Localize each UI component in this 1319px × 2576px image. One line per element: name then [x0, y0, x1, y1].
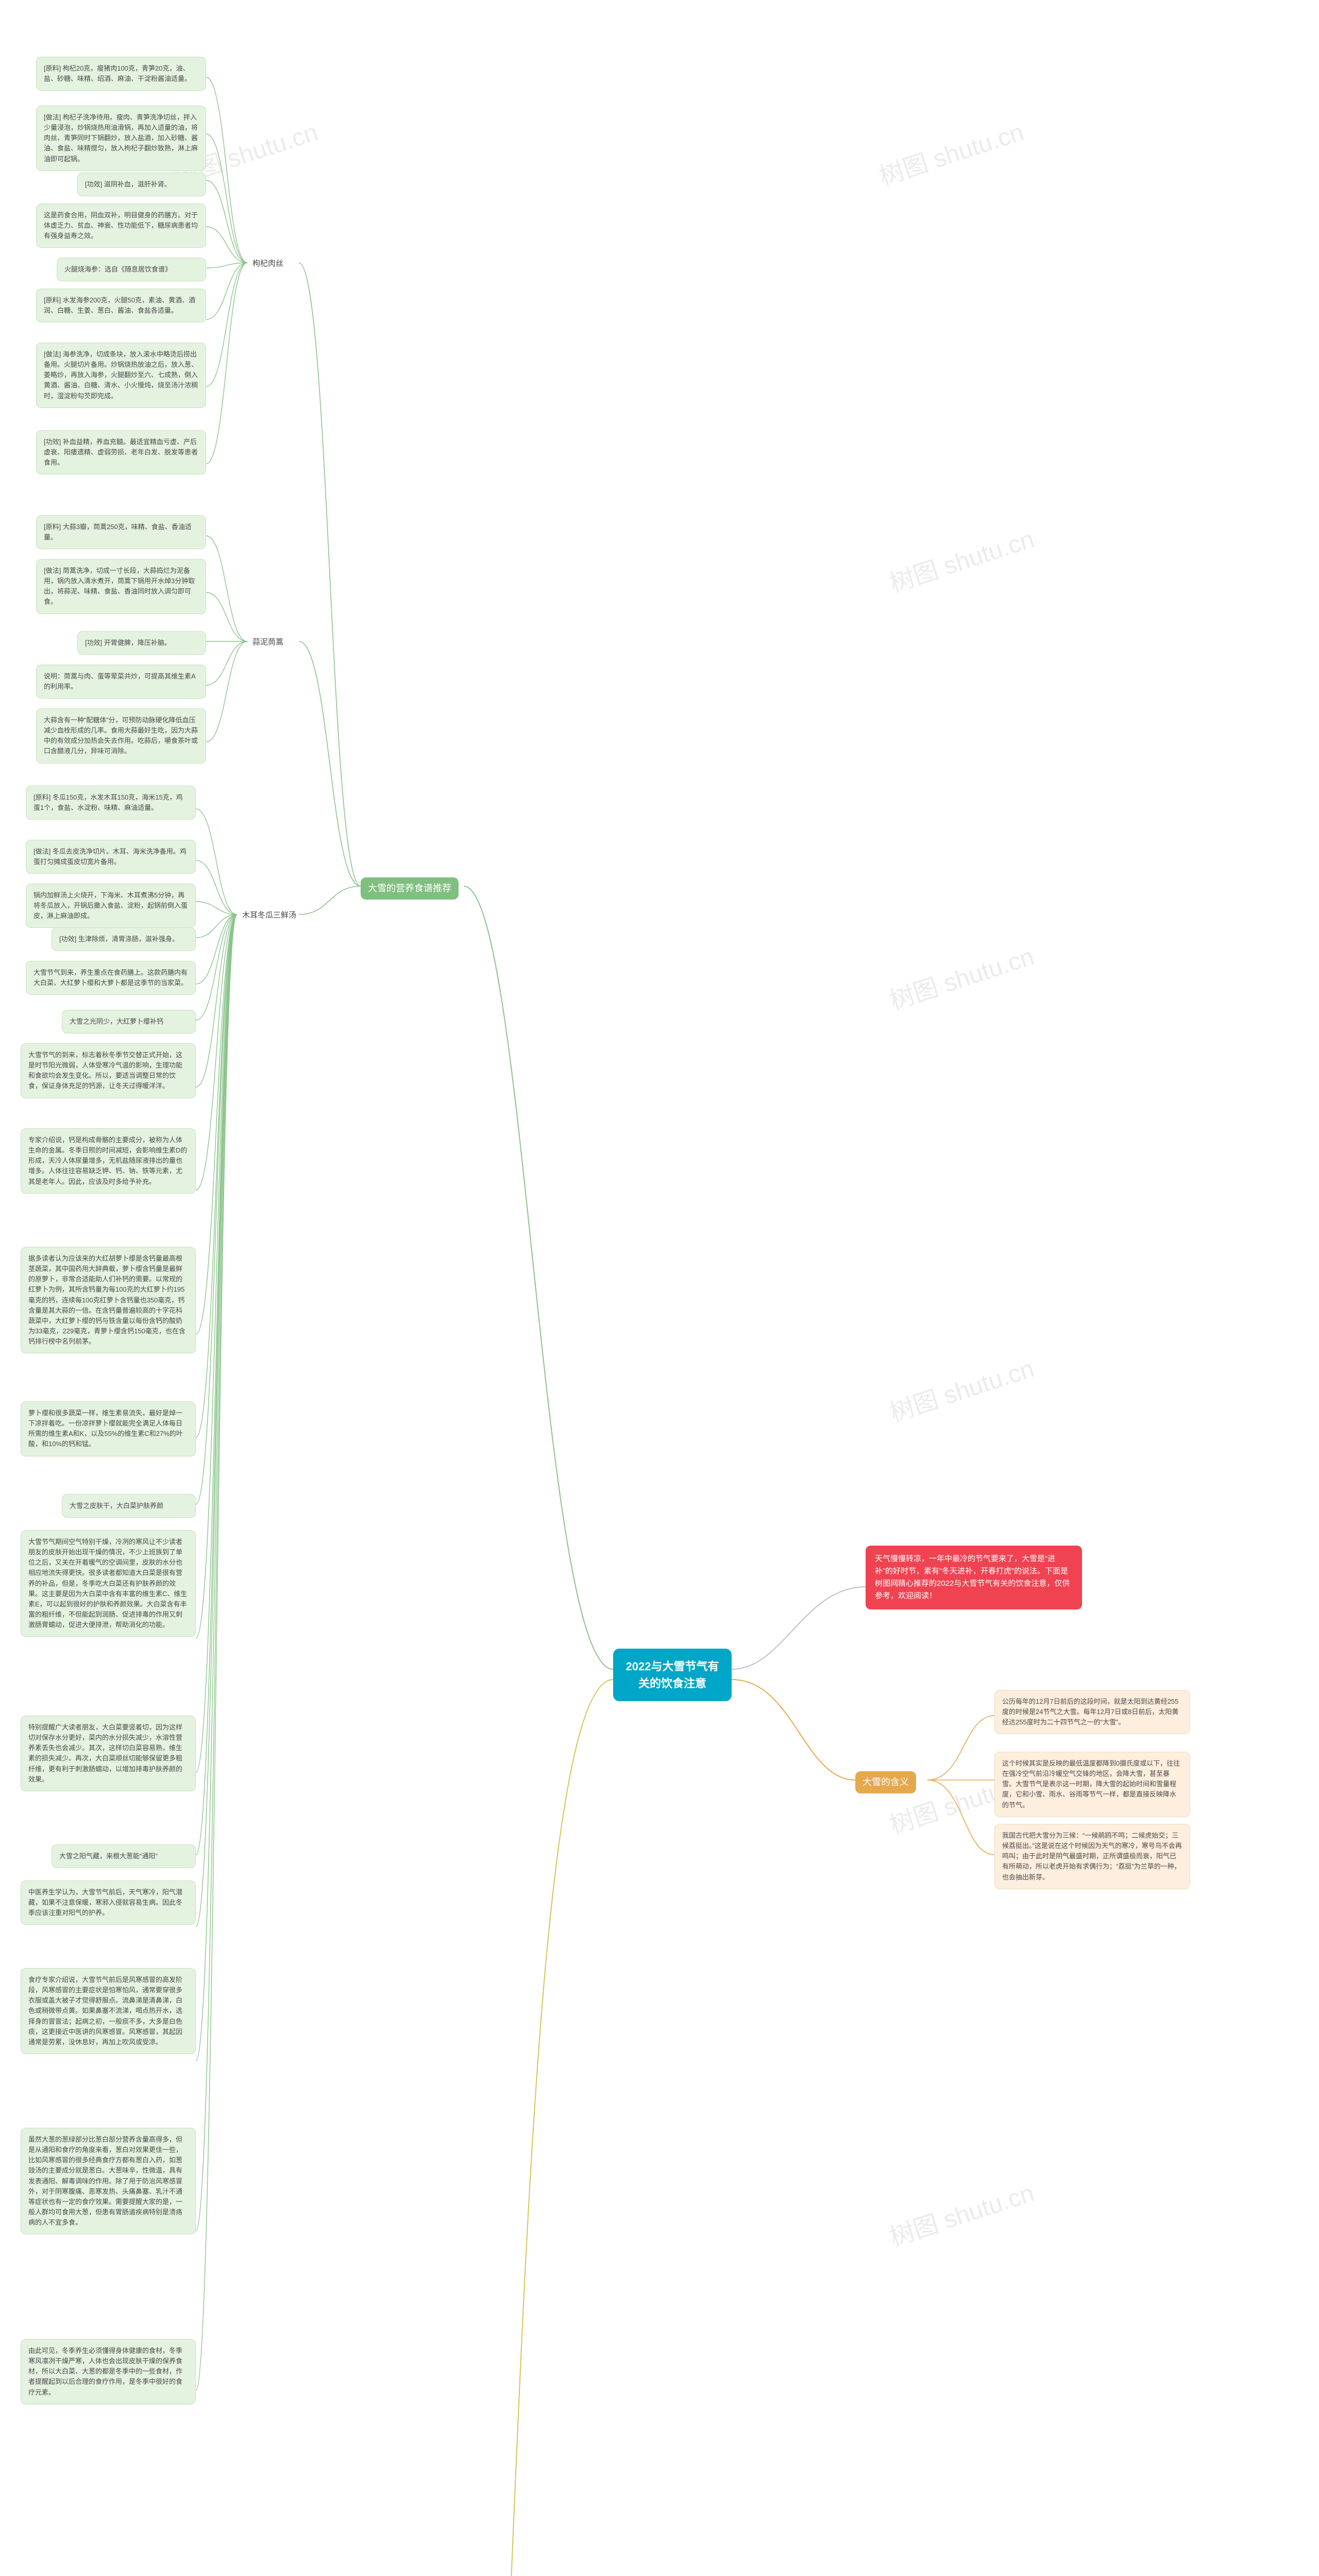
- branch-meaning: 大雪的含义: [855, 1771, 916, 1793]
- food-0-leaf-2: [功效] 滋阴补血，滋肝补肾。: [77, 173, 206, 196]
- food-2-leaf-16: 虽然大葱的葱绿部分比葱白部分营养含量高得多，但是从通阳和食疗的角度来看，葱白对效…: [21, 2128, 196, 2234]
- food-2-leaf-12: 特别提醒广大读者朋友，大白菜要竖着切，因为这样切对保存水分更好，菜内的水分损失减…: [21, 1716, 196, 1791]
- food-0-leaf-5: [原料] 水发海参200克，火腿50克，素油、黄酒、酒润、白糖、生姜、葱白、酱油…: [36, 289, 206, 323]
- food-sub-2: 木耳冬瓜三鲜汤: [237, 908, 301, 924]
- food-2-leaf-0: [原料] 冬瓜150克，水发木耳150克，海米15克，鸡蛋1个，食盐、水淀粉、味…: [26, 786, 196, 820]
- watermark: 树图 shutu.cn: [874, 112, 1027, 192]
- description-node: 天气慢慢转凉，一年中最冷的节气要来了，大雪是“进补”的好时节，素有“冬天进补，开…: [866, 1546, 1082, 1609]
- food-0-leaf-3: 这是药食合用，阴血双补，明目健身的药膳方。对于体虚乏力、贫血、神衰、性功能低下，…: [36, 204, 206, 248]
- food-2-leaf-17: 由此可见，冬季养生必须懂得身体健康的食材，冬季寒风凛冽干燥严寒，人体也会出现皮肤…: [21, 2339, 196, 2404]
- food-2-leaf-5: 大雪之光阴少，大红萝卜缨补钙: [62, 1010, 196, 1033]
- food-2-leaf-15: 食疗专家介绍说，大雪节气前后是风寒感冒的高发阶段，风寒感冒的主要症状是怕寒怕风，…: [21, 1968, 196, 2054]
- meaning-leaf-1: 这个时候其实是反映的最低温度都降到0摄氏度或以下，往往在强冷空气前沿冷暖空气交锋…: [994, 1752, 1190, 1817]
- food-2-leaf-13: 大雪之阳气藏，来根大葱能“通阳”: [52, 1844, 196, 1868]
- watermark: 树图 shutu.cn: [884, 1348, 1038, 1429]
- food-2-leaf-9: 萝卜缨和很多蔬菜一样，维生素易流失，最好是焯一下凉拌着吃。一份凉拌萝卜缨就能完全…: [21, 1401, 196, 1456]
- food-2-leaf-3: [功效] 生津除烦，清胃涤肠，滋补强身。: [52, 927, 196, 951]
- food-2-leaf-10: 大雪之皮肤干，大白菜护肤养颜: [62, 1494, 196, 1518]
- food-2-leaf-11: 大雪节气期间空气特别干燥，冷冽的寒风让不少读者朋友的皮肤开始出现干燥的情况，不少…: [21, 1530, 196, 1637]
- branch-food: 大雪的营养食谱推荐: [361, 877, 459, 900]
- food-1-leaf-0: [原料] 大蒜3瓣，茼蒿250克，味精、食盐、香油适量。: [36, 515, 206, 549]
- food-1-leaf-2: [功效] 开胃健脾，降压补脑。: [77, 631, 206, 655]
- watermark: 树图 shutu.cn: [884, 2173, 1038, 2253]
- food-1-leaf-3: 说明：茼蒿与肉、蛋等荤菜共炒，可提高其维生素A的利用率。: [36, 665, 206, 699]
- food-2-leaf-7: 专家介绍说，钙是构成骨骼的主要成分，被称为人体生命的金属。冬季日照的时间减短，会…: [21, 1128, 196, 1194]
- meaning-leaf-2: 我国古代把大雪分为三候：“一候鹃鸥不鸣；二候虎始交；三候荔挺出。”这是说在这个时…: [994, 1824, 1190, 1889]
- food-2-leaf-8: 据多读者认为应该来的大红胡萝卜缨是含钙量最高根茎蔬菜，其中国药用大辞典载，萝卜缨…: [21, 1247, 196, 1353]
- food-0-leaf-6: [做法] 海参洗净，切成条块，放入滚水中略烫后捞出备用。火腿切片备用。炒锅烧热放…: [36, 343, 206, 408]
- food-0-leaf-7: [功效] 补血益精，养血充髓。最适宜精血亏虚、产后虚衰、阳痿遗精、虚弱劳损、老年…: [36, 430, 206, 474]
- watermark: 树图 shutu.cn: [884, 519, 1038, 599]
- food-0-leaf-4: 火腿烧海参：选自《随息居饮食谱》: [57, 258, 206, 281]
- food-2-leaf-4: 大雪节气到来，养生重点在食药膳上。这款药膳内有大白菜、大红萝卜缨和大萝卜都是这季…: [26, 961, 196, 995]
- food-0-leaf-1: [做法] 枸杞子洗净待用。瘦肉、青笋洗净切丝，拌入少量浸泡，炒锅烧热用油滑锅，再…: [36, 106, 206, 171]
- watermark: 树图 shutu.cn: [884, 936, 1038, 1016]
- food-2-leaf-1: [做法] 冬瓜去皮洗净切片。木耳、海米洗净备用。鸡蛋打匀摊成蛋皮切宽片备用。: [26, 840, 196, 874]
- root-node: 2022与大雪节气有关的饮食注意: [613, 1649, 732, 1701]
- food-2-leaf-2: 锅内加鲜汤上火烧开，下海米、木耳煮沸5分钟，再将冬瓜放入，开锅后撒入食盐、淀粉，…: [26, 884, 196, 928]
- food-2-leaf-14: 中医养生学认为，大雪节气前后，天气寒冷，阳气潜藏，如果不注意保暖，寒邪入侵就容易…: [21, 1880, 196, 1925]
- meaning-leaf-0: 公历每年的12月7日前后的这段时间，就是太阳到达黄经255度的时候是24节气之大…: [994, 1690, 1190, 1734]
- food-sub-1: 蒜泥茼蒿: [247, 635, 289, 651]
- food-sub-0: 枸杞肉丝: [247, 256, 289, 272]
- food-0-leaf-0: [原料] 枸杞20克，瘦猪肉100克，青笋20克，油、盐、砂糖、味精、绍酒、麻油…: [36, 57, 206, 91]
- food-1-leaf-1: [做法] 茼蒿洗净，切成一寸长段，大蒜捣烂为泥备用，锅内放入清水煮开，茼蒿下锅用…: [36, 559, 206, 614]
- food-1-leaf-4: 大蒜含有一种“配糖体”分，可预防动脉硬化降低血压减少血栓形成的几率。食用大蒜最好…: [36, 708, 206, 764]
- food-2-leaf-6: 大雪节气的到来，标志着秋冬季节交替正式开始，这是时节阳光微弱，人体受寒冷气温的影…: [21, 1043, 196, 1098]
